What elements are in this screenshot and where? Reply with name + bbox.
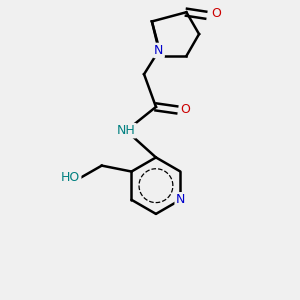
- Text: N: N: [154, 44, 164, 57]
- Text: NH: NH: [117, 124, 136, 137]
- Text: HO: HO: [61, 171, 80, 184]
- Text: N: N: [176, 193, 185, 206]
- Text: O: O: [181, 103, 190, 116]
- Text: O: O: [211, 7, 221, 20]
